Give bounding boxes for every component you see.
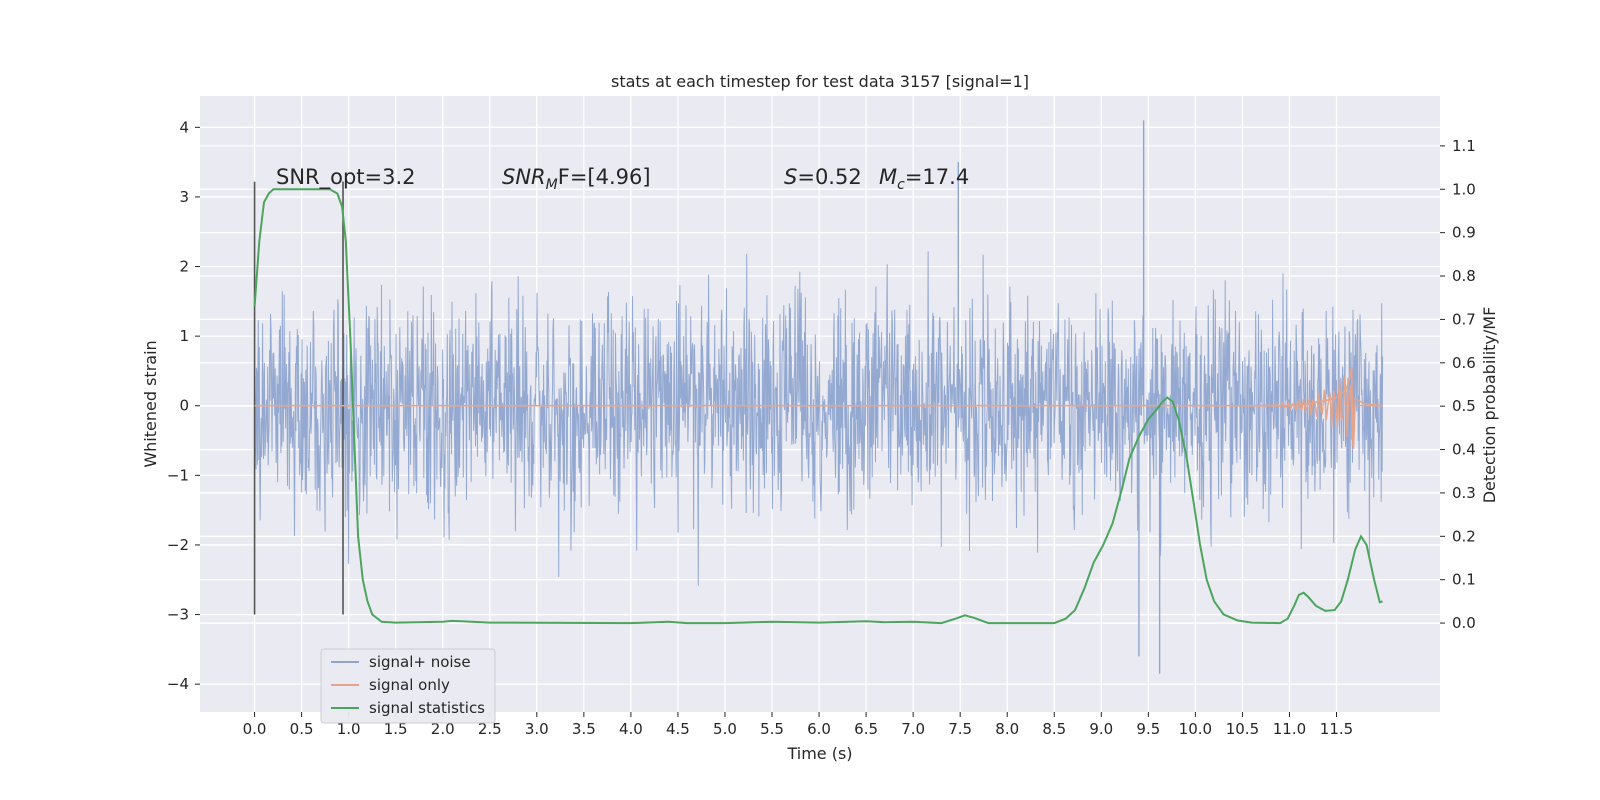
x-tick-label: 7.5 <box>948 720 972 738</box>
annotation-mc: Mc=17.4 <box>879 165 969 193</box>
vertical-markers <box>253 181 344 615</box>
s-main: S <box>784 165 797 189</box>
x-tick-label: 10.0 <box>1179 720 1212 738</box>
y-right-tick-label: 0.9 <box>1452 224 1476 242</box>
mc-sub: c <box>897 177 905 193</box>
y-tick-label: 2 <box>179 258 189 276</box>
annotation-s: S=0.52 <box>784 165 862 189</box>
y-right-tick-label: 1.0 <box>1452 180 1476 198</box>
s-rest: =0.52 <box>797 165 861 189</box>
y-tick-label: 0 <box>179 397 189 415</box>
x-tick-label: 9.5 <box>1136 720 1160 738</box>
x-tick-label: 2.0 <box>431 720 455 738</box>
x-tick-label: 8.5 <box>1042 720 1066 738</box>
x-tick-label: 8.0 <box>995 720 1019 738</box>
y-right-tick-label: 0.7 <box>1452 310 1476 328</box>
x-tick-label: 10.5 <box>1226 720 1259 738</box>
chart-title: stats at each timestep for test data 315… <box>611 72 1029 91</box>
y-right-tick-label: 0.8 <box>1452 267 1476 285</box>
y-tick-label: −4 <box>167 675 189 693</box>
x-tick-label: 4.0 <box>619 720 643 738</box>
x-tick-label: 3.0 <box>525 720 549 738</box>
annotation-snr-opt: SNR_opt=3.2 <box>276 165 416 190</box>
x-tick-label: 1.0 <box>337 720 361 738</box>
legend: signal+ noise signal only signal statist… <box>320 648 496 724</box>
snr-mf-sub: M <box>546 177 558 193</box>
signal-only-series <box>254 367 1383 449</box>
x-tick-label: 6.5 <box>854 720 878 738</box>
y-tick-label: 4 <box>179 118 189 136</box>
y-right-tick-label: 1.1 <box>1452 137 1476 155</box>
y-tick-label: 1 <box>179 327 189 345</box>
legend-label-signal-noise: signal+ noise <box>369 653 471 671</box>
x-axis: 0.0 0.5 1.0 1.5 2.0 2.5 3.0 3.5 4.0 4.5 5.0 5.5 6.0 6… <box>243 712 1353 738</box>
signal-noise-line <box>254 251 1384 586</box>
x-tick-label: 7.0 <box>901 720 925 738</box>
right-axis: 0.0 0.1 0.2 0.3 0.4 0.5 0.6 0.7 0.8 0.9 1.0 1.1 <box>1440 137 1476 632</box>
legend-label-signal-statistics: signal statistics <box>369 699 485 717</box>
x-tick-label: 2.5 <box>478 720 502 738</box>
y-tick-label: 3 <box>179 188 189 206</box>
y-right-tick-label: 0.6 <box>1452 354 1476 372</box>
x-tick-label: 0.0 <box>243 720 267 738</box>
signal-noise-series <box>254 120 1384 674</box>
signal-statistics-line <box>253 188 1383 625</box>
x-tick-label: 1.5 <box>384 720 408 738</box>
y-right-tick-label: 0.1 <box>1452 571 1476 589</box>
y-tick-label: −1 <box>167 466 189 484</box>
snr-mf-rest: F=[4.96] <box>558 165 651 189</box>
mc-main: M <box>879 165 897 189</box>
x-tick-label: 0.5 <box>290 720 314 738</box>
x-tick-label: 5.0 <box>713 720 737 738</box>
y-axis-right-label: Detection probability/MF <box>1480 307 1499 504</box>
y-tick-label: −3 <box>167 606 189 624</box>
x-tick-label: 5.5 <box>760 720 784 738</box>
x-tick-label: 11.5 <box>1320 720 1353 738</box>
x-tick-label: 11.0 <box>1273 720 1306 738</box>
x-axis-label: Time (s) <box>786 744 852 763</box>
y-right-tick-label: 0.4 <box>1452 441 1476 459</box>
signal-statistics-series <box>253 188 1383 625</box>
x-tick-label: 9.0 <box>1089 720 1113 738</box>
y-tick-label: −2 <box>167 536 189 554</box>
y-right-tick-label: 0.0 <box>1452 614 1476 632</box>
y-right-tick-label: 0.3 <box>1452 484 1476 502</box>
snr-mf-main: SNR <box>502 165 546 189</box>
legend-box <box>320 648 496 724</box>
x-tick-label: 6.0 <box>807 720 831 738</box>
y-right-tick-label: 0.5 <box>1452 397 1476 415</box>
signal-only-chirp <box>254 367 1383 449</box>
left-axis: −4 −3 −2 −1 0 1 2 3 4 <box>167 118 200 693</box>
mc-rest: =17.4 <box>905 165 969 189</box>
annotation-snr-mf: SNRMF=[4.96] <box>502 165 651 193</box>
x-tick-label: 4.5 <box>666 720 690 738</box>
legend-label-signal-only: signal only <box>369 676 450 694</box>
y-axis-label: Whitened strain <box>141 340 160 467</box>
x-tick-label: 3.5 <box>572 720 596 738</box>
y-right-tick-label: 0.2 <box>1452 527 1476 545</box>
